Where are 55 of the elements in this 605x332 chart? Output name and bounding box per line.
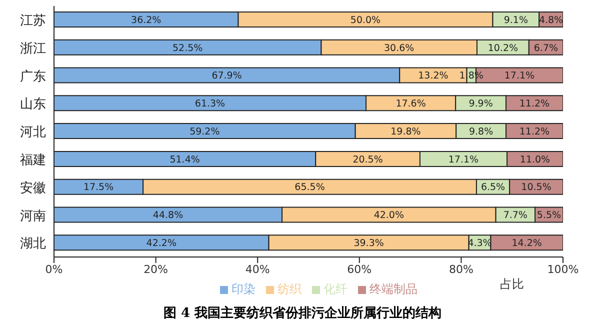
- data-label: 30.6%: [384, 42, 414, 54]
- data-label: 9.9%: [468, 98, 493, 110]
- data-label: 17.1%: [448, 154, 479, 166]
- y-tick-label: 湖北: [20, 236, 46, 252]
- y-tick-label: 河南: [20, 208, 46, 224]
- data-label: 17.5%: [83, 182, 114, 194]
- text: 图 4 我国主要纺织省份排污企业所属行业的结构: [162, 304, 443, 322]
- y-tick-label: 广东: [20, 69, 46, 84]
- data-label: 11.2%: [519, 98, 550, 110]
- x-axis-title: 占比: [500, 276, 524, 293]
- data-label: 52.5%: [172, 42, 203, 54]
- data-label: 39.3%: [354, 238, 384, 249]
- data-label: 6.7%: [534, 42, 558, 54]
- data-label: 6.5%: [480, 182, 506, 194]
- data-label: 11.2%: [519, 126, 550, 138]
- y-tick-label: 福建: [20, 153, 46, 168]
- legend-label: 印染: [232, 282, 256, 296]
- data-label: 50.0%: [350, 14, 381, 26]
- y-tick-label: 山东: [20, 97, 46, 112]
- legend-label: 纺织: [278, 282, 302, 296]
- data-label: 44.8%: [152, 210, 184, 222]
- data-label: 67.9%: [212, 70, 242, 82]
- data-label: 7.7%: [503, 210, 528, 222]
- data-label: 20.5%: [352, 154, 383, 166]
- data-label: 5.5%: [536, 210, 562, 222]
- data-label: 17.6%: [396, 98, 426, 110]
- x-tick-label: 80%: [448, 262, 474, 276]
- data-label: 65.5%: [294, 182, 325, 194]
- x-tick-label: 60%: [347, 262, 372, 276]
- y-tick-label: 河北: [20, 125, 46, 140]
- y-tick-label: 安徽: [20, 180, 46, 196]
- data-label: 10.2%: [488, 42, 518, 54]
- x-tick-label: 40%: [245, 262, 270, 276]
- legend-label: 终端制品: [370, 282, 418, 296]
- data-label: 19.8%: [390, 126, 421, 138]
- data-label: 42.2%: [146, 238, 176, 249]
- y-tick-label: 江苏: [20, 14, 46, 29]
- x-tick-label: 20%: [144, 262, 168, 276]
- data-label: 36.2%: [131, 14, 162, 26]
- data-label: 59.2%: [190, 126, 220, 138]
- data-label: 61.3%: [194, 98, 226, 110]
- data-label: 10.5%: [521, 182, 552, 194]
- data-label: 11.0%: [520, 154, 550, 166]
- data-label: 51.4%: [170, 154, 200, 166]
- data-label: 17.1%: [504, 70, 535, 82]
- data-label: 14.2%: [512, 238, 542, 249]
- x-tick-label: 0%: [45, 262, 63, 276]
- data-label: 9.8%: [468, 126, 494, 138]
- legend-label: 化纤: [324, 282, 348, 296]
- y-tick-label: 浙江: [20, 41, 46, 56]
- data-label: 13.2%: [418, 70, 448, 82]
- data-label: 4.8%: [538, 14, 564, 26]
- data-label: 42.0%: [374, 210, 404, 222]
- data-label: 9.1%: [504, 14, 528, 26]
- x-tick-label: 100%: [547, 262, 579, 276]
